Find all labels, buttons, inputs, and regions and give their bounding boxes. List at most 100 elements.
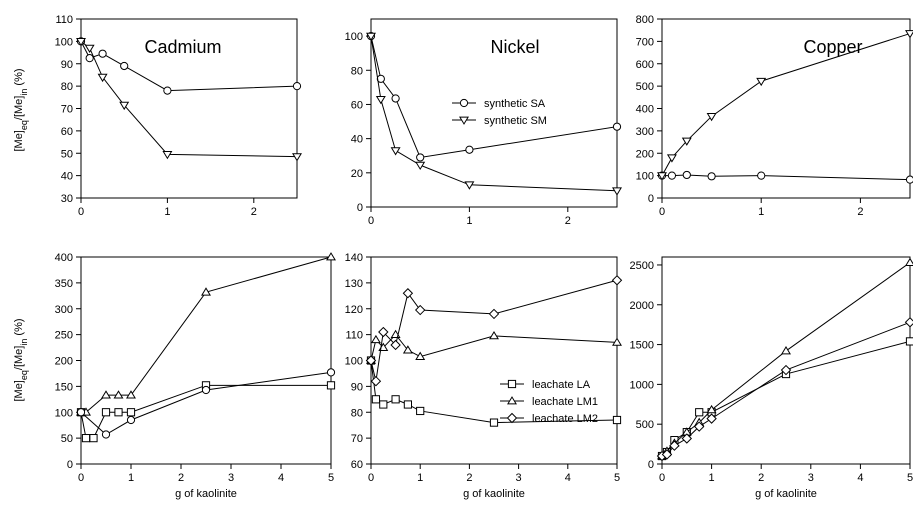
data-point: [416, 406, 425, 416]
series-synthetic-sm: [366, 32, 622, 196]
y-tick-label: 200: [636, 148, 654, 160]
x-tick-label: 1: [417, 472, 423, 484]
data-point: [126, 408, 136, 417]
data-point: [707, 172, 716, 181]
data-point: [378, 326, 389, 338]
data-point: [415, 351, 426, 360]
series-line: [370, 279, 618, 382]
panel-title: Nickel: [490, 37, 539, 57]
y-tick-label: 350: [55, 278, 73, 290]
data-point: [370, 334, 381, 344]
y-tick-label: 40: [61, 171, 73, 183]
legend-label: leachate LA: [532, 379, 591, 391]
x-axis-label: g of kaolinite: [755, 488, 817, 500]
x-tick-label: 2: [758, 472, 764, 484]
legend-marker: [507, 379, 517, 389]
data-point: [326, 381, 336, 390]
data-point: [693, 421, 705, 432]
y-tick-label: 60: [351, 99, 363, 111]
legend: synthetic SA synthetic SM: [452, 98, 547, 127]
x-tick-label: 0: [368, 472, 374, 484]
series-line: [662, 174, 911, 181]
x-axis-label: g of kaolinite: [175, 488, 237, 500]
y-tick-label: 80: [351, 65, 363, 77]
y-tick-label: 100: [636, 171, 654, 183]
x-tick-label: 5: [614, 472, 620, 484]
series-line: [370, 36, 618, 192]
data-point: [391, 395, 400, 404]
y-tick-label: 100: [345, 356, 363, 368]
y-tick-label: 400: [55, 252, 73, 264]
x-tick-label: 0: [659, 472, 665, 484]
y-tick-label: 100: [55, 407, 73, 419]
panel-3: 0 1 2 0 100 200 300 400 500 600 700 800 Copper: [636, 14, 913, 218]
data-point: [97, 73, 108, 83]
data-point: [706, 112, 717, 122]
data-point: [756, 77, 767, 87]
data-point: [366, 32, 376, 42]
data-point: [292, 153, 302, 162]
data-point: [375, 95, 386, 105]
data-point: [89, 434, 98, 443]
legend-marker: [506, 412, 518, 424]
panel-6: 0 1 2 3 4 5 0 500 1000 1500 2000 2500 g of kaolinite: [630, 256, 913, 500]
data-point: [403, 400, 412, 409]
y-tick-label: 50: [61, 433, 73, 445]
x-tick-label: 4: [857, 472, 863, 484]
data-point: [612, 187, 622, 196]
series-line: [370, 35, 618, 158]
data-point: [706, 404, 717, 414]
series-line: [661, 33, 911, 176]
data-point: [370, 375, 382, 387]
panel-5: 0 1 2 3 4 5 60 70 80 90 100 110 120 130 140 g of kaolin…: [345, 252, 623, 500]
legend-entry: synthetic SA: [452, 98, 546, 110]
data-point: [611, 275, 623, 286]
data-point: [85, 54, 94, 63]
y-tick-label: 2500: [630, 260, 654, 272]
data-point: [379, 400, 388, 409]
series-line: [661, 321, 911, 457]
data-point: [489, 330, 499, 340]
data-point: [414, 304, 426, 316]
y-tick-label: 130: [345, 278, 363, 290]
y-tick-label: 1000: [630, 379, 654, 391]
y-tick-label: 120: [345, 304, 363, 316]
series-leachate-la: [657, 337, 913, 461]
data-point: [416, 153, 425, 162]
y-tick-label: 300: [55, 304, 73, 316]
data-point: [781, 346, 791, 355]
data-point: [681, 137, 692, 146]
y-tick-label: 500: [636, 419, 654, 431]
data-point: [391, 94, 400, 103]
y-axis-label-top: [Me]eq/[Me]in (%): [13, 68, 29, 151]
y-tick-label: 0: [648, 459, 654, 471]
data-point: [101, 390, 111, 399]
data-point: [126, 415, 136, 425]
data-point: [326, 252, 336, 261]
data-point: [162, 150, 173, 160]
data-point: [365, 355, 377, 366]
y-tick-label: 1500: [630, 340, 654, 352]
data-point: [488, 308, 500, 320]
y-tick-label: 600: [636, 59, 654, 71]
series-line: [80, 40, 298, 158]
data-point: [612, 337, 622, 346]
data-point: [780, 364, 792, 376]
y-tick-label: 50: [61, 148, 73, 160]
series-synthetic-sa: [366, 31, 622, 162]
series-synthetic-sa: [657, 170, 913, 184]
series-synthetic-sm: [76, 37, 302, 162]
data-point: [292, 82, 302, 91]
data-point: [76, 37, 86, 47]
y-tick-label: 90: [61, 59, 73, 71]
x-tick-label: 1: [758, 206, 764, 218]
data-point: [402, 345, 413, 354]
data-point: [84, 44, 95, 54]
x-tick-label: 1: [466, 215, 472, 227]
y-tick-label: 80: [61, 81, 73, 93]
y-tick-label: 20: [351, 168, 363, 180]
data-point: [612, 122, 622, 131]
